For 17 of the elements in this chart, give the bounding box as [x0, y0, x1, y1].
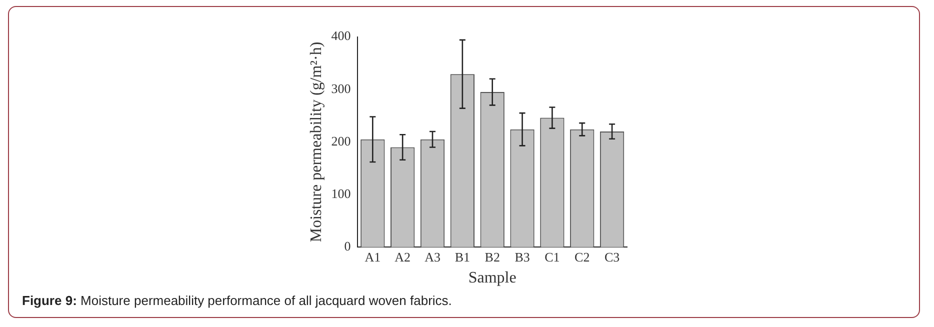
caption: Figure 9: Moisture permeability performance of all jacquard woven fabrics.: [22, 293, 452, 308]
x-tick-label: C2: [574, 249, 590, 264]
y-tick-label: 0: [344, 238, 351, 254]
x-tick-label: C1: [544, 249, 560, 264]
x-tick-label: A2: [394, 249, 411, 264]
x-tick-label: C3: [604, 249, 620, 264]
y-tick-label: 400: [331, 28, 351, 44]
x-tick-label: A1: [364, 249, 381, 264]
x-tick-label: B1: [454, 249, 470, 264]
y-tick-label: 200: [331, 133, 351, 148]
x-tick-label: B2: [484, 249, 500, 264]
x-tick-label: B3: [514, 249, 530, 264]
y-tick-label: 100: [331, 186, 351, 202]
y-tick-label: 300: [331, 80, 351, 96]
y-axis-title: Moisture permeability (g/m²·h): [308, 42, 325, 242]
x-axis-title: Sample: [468, 270, 516, 287]
x-tick-label: A3: [424, 249, 440, 264]
